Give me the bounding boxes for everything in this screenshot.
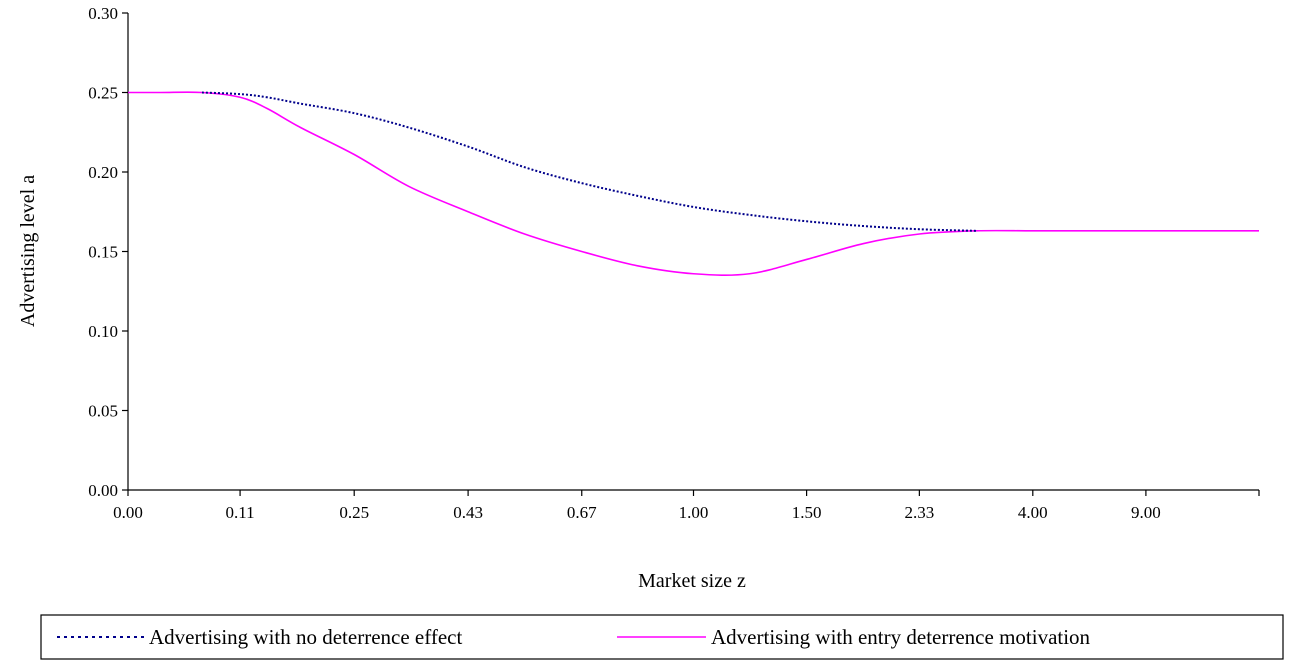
legend-label-no-deterrence: Advertising with no deterrence effect: [149, 625, 462, 649]
y-axis-title: Advertising level a: [17, 175, 39, 327]
y-tick-label: 0.05: [88, 402, 118, 421]
series-layer: [127, 91, 1259, 276]
y-tick-label: 0.00: [88, 481, 118, 500]
series-entry-deterrence-line: [127, 91, 1259, 276]
y-tick-label: 0.25: [88, 84, 118, 103]
series-no-deterrence-line: [201, 91, 977, 232]
y-tick-label: 0.20: [88, 163, 118, 182]
x-tick-label: 0.00: [113, 503, 143, 522]
legend-label-entry-deterrence: Advertising with entry deterrence motiva…: [711, 625, 1091, 649]
x-tick-label: 0.43: [453, 503, 483, 522]
axes: 0.00 0.05 0.10 0.15 0.20 0.25 0.30 0.00 0.11 0.25…: [88, 4, 1260, 522]
y-tick-label: 0.10: [88, 322, 118, 341]
x-tick-label: 9.00: [1131, 503, 1161, 522]
x-tick-label: 0.11: [226, 503, 255, 522]
x-tick-label: 2.33: [904, 503, 934, 522]
x-axis-title: Market size z: [638, 570, 746, 592]
x-tick-label: 4.00: [1018, 503, 1048, 522]
x-tick-label: 0.25: [339, 503, 369, 522]
legend: Advertising with no deterrence effect Ad…: [40, 614, 1284, 660]
y-tick-label: 0.30: [88, 4, 118, 23]
x-tick-label: 0.67: [567, 503, 597, 522]
x-tick-label: 1.50: [792, 503, 822, 522]
y-tick-label: 0.15: [88, 243, 118, 262]
x-tick-label: 1.00: [679, 503, 709, 522]
